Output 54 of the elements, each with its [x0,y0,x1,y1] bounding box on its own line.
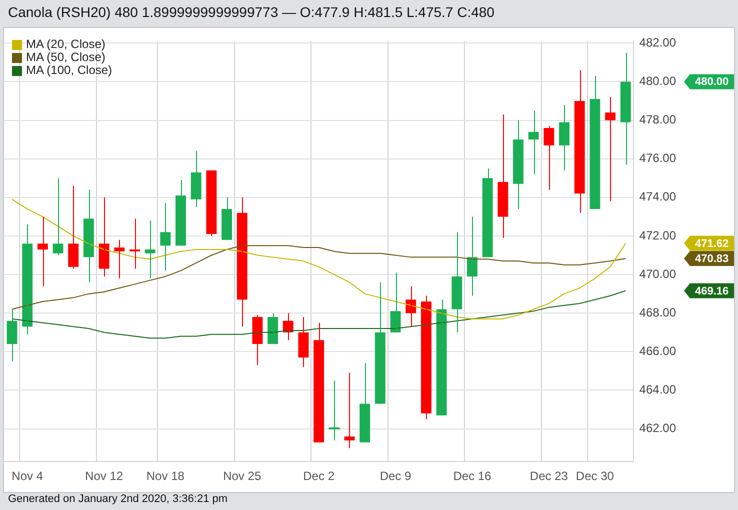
candlestick [130,218,140,270]
candlestick [513,120,524,210]
candlestick [52,178,64,256]
chart-title: Canola (RSH20) 480 1.8999999999999773 — O:477.9 H:481.5 L:475.7 C:480 [8,4,494,20]
y-tick-label: 468.00 [639,305,676,320]
x-tick-label: Dec 23 [530,469,568,484]
x-tick-label: Nov 4 [12,469,44,484]
candlestick [144,220,156,279]
candlestick [620,52,631,166]
legend-label: MA (50, Close) [26,50,106,64]
candlestick [176,180,186,246]
y-tick-label: 474.00 [639,190,676,204]
candlestick [206,170,217,236]
candlestick [574,70,585,214]
candlestick [482,168,493,258]
x-tick-label: Nov 18 [146,469,185,484]
y-tick-label: 472.00 [639,228,676,242]
text: 480.00 [695,76,729,88]
candlestick [314,322,324,443]
x-tick-label: Dec 2 [303,469,335,484]
candlestick [374,282,386,404]
y-tick-label: 466.00 [639,344,676,358]
y-tick-label: 470.00 [639,266,676,281]
candlestick [590,75,600,210]
text: 469.16 [695,285,729,298]
y-tick-label: 476.00 [639,151,676,166]
candlestick [37,216,48,287]
candlestick [452,232,462,333]
candlestick [190,150,202,208]
candlestick [605,96,616,202]
candlestick [498,114,508,238]
y-tick-label: 482.00 [639,35,676,50]
text: Generated on January 2nd 2020, 3:36:21 pm [8,493,228,505]
candlestick [544,126,554,190]
y-tick-label: 464.00 [639,382,676,397]
text: 471.62 [695,238,729,250]
y-tick-label: 478.00 [639,112,676,127]
x-tick-label: Dec 9 [380,469,412,484]
candlestick [360,362,370,443]
candlestick [68,185,79,270]
y-tick-label: 462.00 [639,421,676,436]
candlestick [222,196,232,240]
x-tick-label: Dec 16 [453,469,492,484]
y-tick-label: 480.00 [639,74,676,88]
legend-label: MA (20, Close) [26,37,106,51]
x-tick-label: Nov 12 [85,469,124,484]
candlestick [420,295,432,420]
text: 470.83 [695,253,729,266]
x-tick-label: Nov 25 [223,469,262,484]
candlestick [559,104,570,171]
legend-label: MA (100, Close) [26,63,112,77]
x-tick-label: Dec 30 [576,469,614,484]
candlestick [114,239,125,279]
candlestick [160,202,171,272]
